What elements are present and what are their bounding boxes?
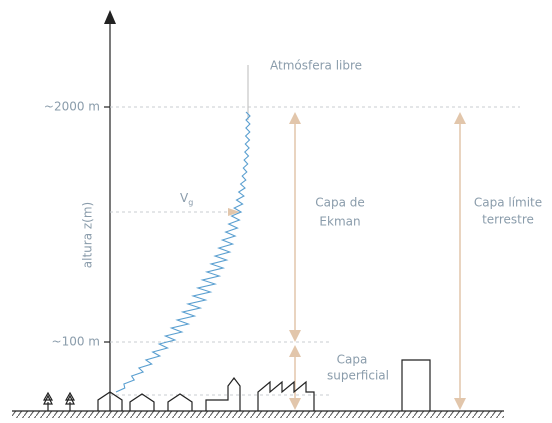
axis-label: altura z(m) (81, 202, 95, 268)
geostrophic-sub: g (188, 198, 193, 207)
ground-hatch (12, 411, 504, 418)
wind-profile (116, 112, 250, 392)
height-2000-label: ~2000 m (44, 100, 100, 114)
boundary-label-1: Capa límite (474, 196, 542, 210)
z-axis-arrow (104, 10, 116, 24)
free-atmosphere-label: Atmósfera libre (270, 59, 362, 73)
boundary-label-2: terrestre (482, 213, 534, 227)
ekman-label-1: Capa de (315, 196, 365, 210)
geostrophic-label: Vg (180, 191, 193, 207)
surface-label-2: superficial (327, 369, 389, 383)
surface-label-1: Capa (337, 353, 368, 367)
height-100-label: ~100 m (52, 335, 100, 349)
ekman-label-2: Ekman (319, 215, 360, 229)
boundary-layer-diagram: Atmósfera libre ~2000 m ~100 m altura z(… (0, 0, 552, 423)
